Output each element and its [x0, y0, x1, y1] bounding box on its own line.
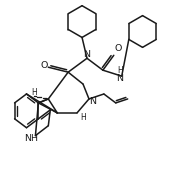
- Text: H: H: [80, 113, 86, 122]
- Text: O: O: [114, 44, 121, 53]
- Text: H: H: [117, 66, 123, 75]
- Text: NH: NH: [24, 134, 38, 143]
- Text: N: N: [116, 74, 123, 83]
- Text: N: N: [84, 50, 90, 59]
- Text: O: O: [41, 61, 48, 70]
- Text: H: H: [31, 88, 37, 97]
- Text: N: N: [89, 97, 96, 106]
